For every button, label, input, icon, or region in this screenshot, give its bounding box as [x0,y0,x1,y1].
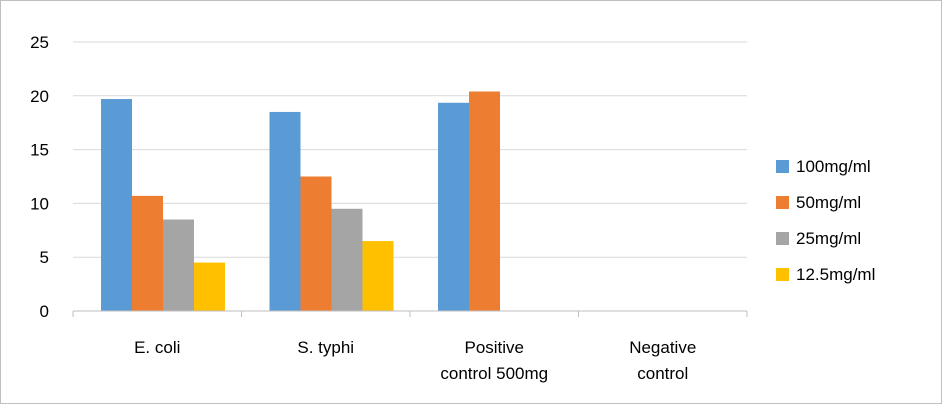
legend-swatch [776,232,789,245]
y-tick-label: 25 [30,33,49,52]
bar [331,208,363,311]
x-category-label: S. typhi [297,338,354,357]
legend-label: 25mg/ml [796,229,861,248]
legend: 100mg/ml 50mg/ml 25mg/ml 12.5mg/ml [776,157,875,284]
bar [362,241,394,311]
x-axis [72,310,748,317]
bar [163,219,194,311]
legend-label: 12.5mg/ml [796,265,875,284]
legend-swatch [776,268,789,281]
bar [300,176,332,311]
x-category-label: E. coli [134,338,180,357]
legend-label: 100mg/ml [796,157,871,176]
x-category-label: control 500mg [440,364,548,383]
bar [469,91,500,311]
y-axis-tick-labels: 0 5 10 15 20 25 [30,33,49,321]
bar [194,262,225,311]
bar [269,111,301,311]
legend-swatch [776,160,789,173]
x-axis-category-labels: E. coli S. typhi Positive control 500mg Nega… [134,338,696,383]
x-category-label: Positive [464,338,524,357]
y-tick-label: 0 [40,302,49,321]
bar [132,195,163,311]
y-tick-label: 5 [40,248,49,267]
x-category-label: Negative [629,338,696,357]
bar [101,99,132,311]
y-tick-label: 10 [30,194,49,213]
legend-swatch [776,196,789,209]
bar [438,102,469,311]
bars [101,91,500,311]
y-tick-label: 15 [30,141,49,160]
legend-label: 50mg/ml [796,193,861,212]
gridlines [73,41,747,258]
y-tick-label: 20 [30,87,49,106]
x-category-label: control [637,364,688,383]
